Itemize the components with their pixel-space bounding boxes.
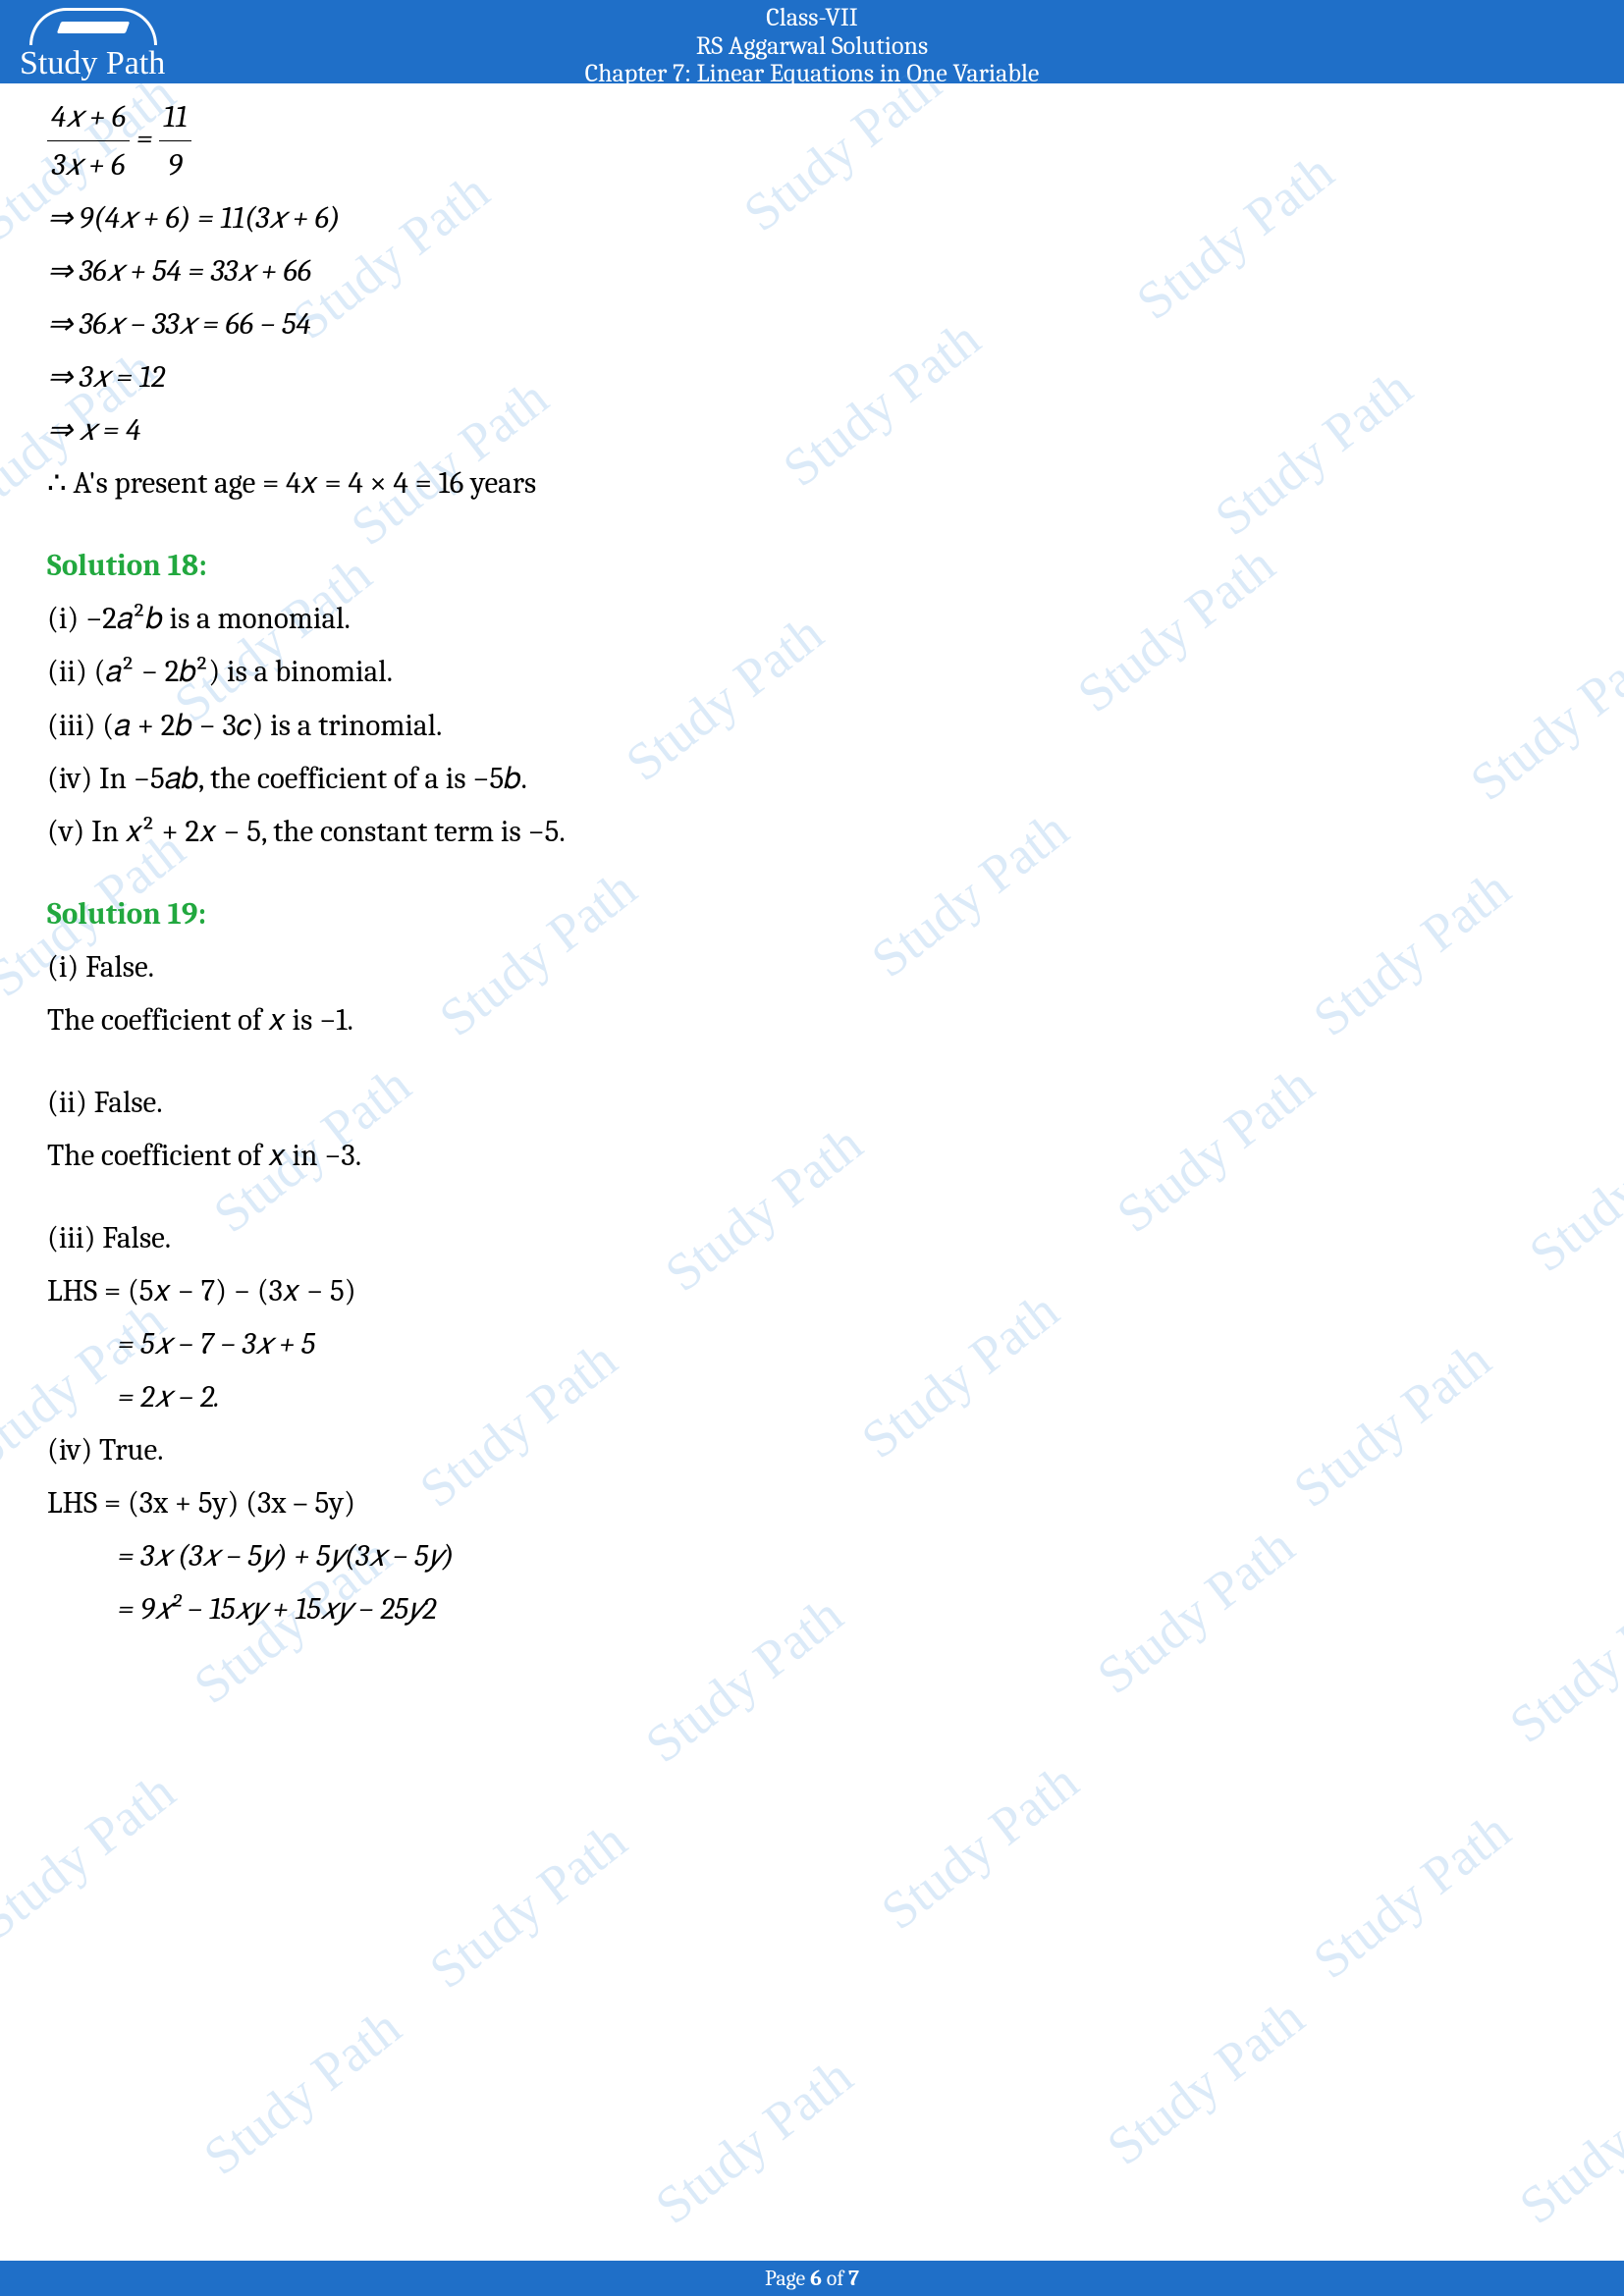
solution-line: The coefficient of 𝑥 is −1. [47,996,1577,1043]
solution-heading: Solution 19: [47,890,1577,937]
watermark-text: Study Path [644,2046,864,2236]
solution-line: (i) False. [47,943,1577,990]
equation-line: ⇒ 36𝑥 + 54 = 33𝑥 + 66 [47,247,1577,294]
watermark-text: Study Path [192,1997,412,2187]
header-class: Class-VII [0,4,1624,32]
solution-line: LHS = (5𝑥 − 7) − (3𝑥 − 5) [47,1267,1577,1314]
solution-line: LHS = (3x + 5y) (3x – 5y) [47,1479,1577,1526]
solution-line: (v) In 𝑥² + 2𝑥 − 5, the constant term is… [47,808,1577,855]
solution-line: = 3𝑥 (3𝑥 − 5𝑦) + 5𝑦(3𝑥 − 5𝑦) [47,1532,1577,1579]
footer-prefix: Page [765,2266,810,2291]
solution-line: (iii) (𝑎 + 2𝑏 − 3𝑐) is a trinomial. [47,702,1577,749]
footer-of: of [822,2266,848,2291]
equation-line: ⇒ 36𝑥 − 33𝑥 = 66 − 54 [47,300,1577,347]
footer-page-total: 7 [848,2266,859,2291]
brand-logo-text: Study Path [20,45,165,81]
header-book: RS Aggarwal Solutions [0,32,1624,61]
solution-line: (iv) True. [47,1426,1577,1473]
page-footer: Page 6 of 7 [0,2261,1624,2296]
solution-line: (iii) False. [47,1214,1577,1261]
equation-line: ⇒ 𝑥 = 4 [47,406,1577,454]
solution-line: = 5𝑥 − 7 − 3𝑥 + 5 [47,1320,1577,1367]
brand-logo: Study Path [20,8,187,77]
watermark-text: Study Path [0,1761,187,1951]
solution-line: = 2𝑥 − 2. [47,1373,1577,1420]
equation-line: ⇒ 3𝑥 = 12 [47,353,1577,400]
solution-line: = 9𝑥² − 15𝑥𝑦 + 15𝑥𝑦 − 25𝑦2 [47,1585,1577,1632]
solution-line: The coefficient of 𝑥 in −3. [47,1132,1577,1179]
equation-line: 4𝑥 + 63𝑥 + 6 = 119 [47,93,1577,188]
solution-line: (iv) In −5𝑎𝑏, the coefficient of a is −5… [47,755,1577,802]
solution-heading: Solution 18: [47,542,1577,589]
watermark-text: Study Path [1096,1987,1316,2177]
solution-line: (i) −2𝑎²𝑏 is a monomial. [47,595,1577,642]
footer-page-current: 6 [810,2266,822,2291]
watermark-text: Study Path [870,1751,1090,1942]
watermark-text: Study Path [418,1810,638,2001]
equation-line: ⇒ 9(4𝑥 + 6) = 11(3𝑥 + 6) [47,194,1577,241]
page-header: Study Path Class-VII RS Aggarwal Solutio… [0,0,1624,83]
watermark-text: Study Path [1508,2046,1624,2236]
watermark-text: Study Path [1302,1800,1522,1991]
equation-line: ∴ A's present age = 4𝑥 = 4 × 4 = 16 year… [47,459,1577,507]
solution-line: (ii) (𝑎² − 2𝑏²) is a binomial. [47,648,1577,695]
page-content: 4𝑥 + 63𝑥 + 6 = 119 ⇒ 9(4𝑥 + 6) = 11(3𝑥 +… [0,83,1624,1632]
solution-line: (ii) False. [47,1079,1577,1126]
